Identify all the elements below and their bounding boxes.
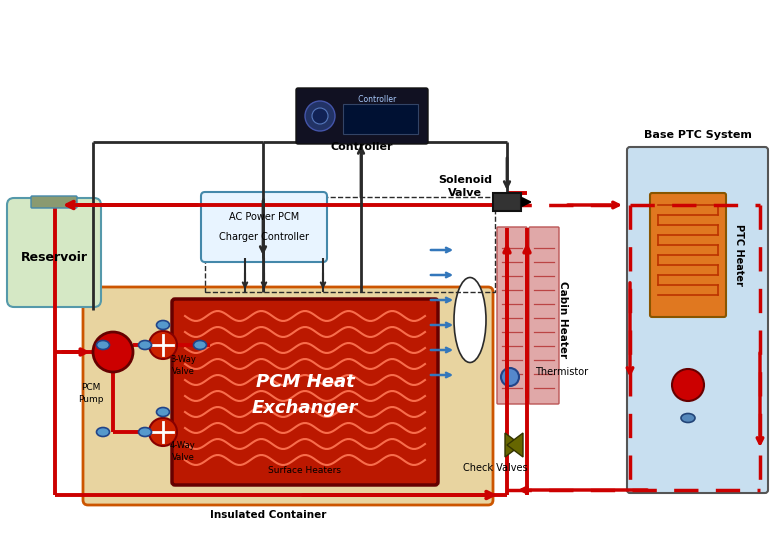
Text: Base PTC System: Base PTC System	[643, 130, 751, 140]
FancyBboxPatch shape	[650, 193, 726, 317]
Text: Reservoir: Reservoir	[20, 251, 88, 264]
FancyBboxPatch shape	[172, 299, 438, 485]
Ellipse shape	[193, 340, 207, 349]
Text: Thermistor: Thermistor	[535, 367, 588, 377]
Ellipse shape	[96, 427, 110, 437]
Ellipse shape	[156, 320, 169, 329]
Circle shape	[93, 332, 133, 372]
Text: Cabin Heater: Cabin Heater	[558, 281, 568, 359]
Text: PCM: PCM	[82, 382, 101, 392]
Text: Valve: Valve	[172, 366, 194, 375]
Bar	[493, 193, 521, 211]
Polygon shape	[505, 433, 521, 457]
Text: Exchanger: Exchanger	[252, 399, 358, 417]
Text: Charger Controller: Charger Controller	[219, 232, 309, 242]
Ellipse shape	[454, 278, 486, 362]
Text: AC Power PCM: AC Power PCM	[229, 212, 299, 222]
Ellipse shape	[138, 427, 152, 437]
FancyBboxPatch shape	[497, 227, 527, 404]
Text: Controller: Controller	[331, 142, 393, 152]
FancyBboxPatch shape	[529, 227, 559, 404]
Text: Valve: Valve	[172, 453, 194, 463]
Bar	[205, 197, 495, 292]
Ellipse shape	[96, 340, 110, 349]
Text: Surface Heaters: Surface Heaters	[269, 466, 342, 475]
Text: 3-Way: 3-Way	[170, 354, 196, 364]
FancyBboxPatch shape	[201, 192, 327, 262]
Text: Valve: Valve	[448, 188, 482, 198]
Text: PTC Heater: PTC Heater	[734, 224, 744, 286]
FancyBboxPatch shape	[83, 287, 493, 505]
Text: Controller: Controller	[344, 96, 396, 104]
Circle shape	[305, 101, 335, 131]
Text: Solenoid: Solenoid	[438, 175, 492, 185]
Circle shape	[501, 368, 519, 386]
Bar	[343, 104, 418, 134]
Ellipse shape	[681, 413, 695, 423]
Ellipse shape	[156, 407, 169, 417]
Circle shape	[312, 108, 328, 124]
Circle shape	[149, 331, 177, 359]
Text: 4-Way: 4-Way	[170, 441, 196, 451]
Ellipse shape	[138, 340, 152, 349]
Text: PCM Heat: PCM Heat	[256, 373, 354, 391]
Text: Pump: Pump	[78, 394, 104, 404]
FancyBboxPatch shape	[31, 196, 77, 208]
FancyBboxPatch shape	[296, 88, 428, 144]
Circle shape	[672, 369, 704, 401]
Text: Check Valves: Check Valves	[462, 463, 528, 473]
Polygon shape	[507, 433, 523, 457]
Circle shape	[149, 418, 177, 446]
FancyBboxPatch shape	[7, 198, 101, 307]
FancyBboxPatch shape	[627, 147, 768, 493]
Text: Insulated Container: Insulated Container	[210, 510, 326, 520]
